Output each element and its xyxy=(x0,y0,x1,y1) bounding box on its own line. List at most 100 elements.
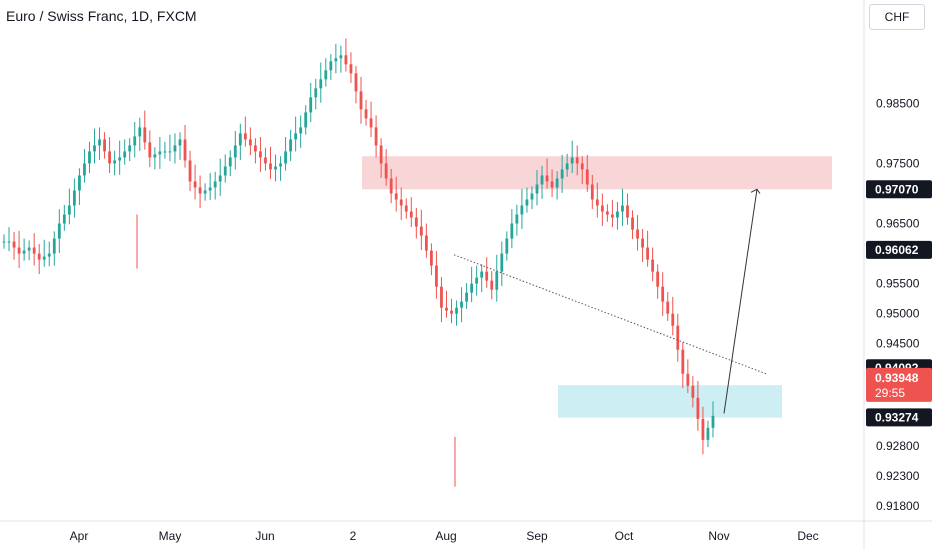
price-tag xyxy=(866,180,932,199)
trendline[interactable] xyxy=(453,254,767,375)
candle-body xyxy=(450,310,453,314)
candle-body xyxy=(344,55,348,65)
candle-body xyxy=(399,199,403,206)
candle-body xyxy=(696,397,700,419)
candle-body xyxy=(299,127,303,134)
x-tick-label: Sep xyxy=(526,529,548,543)
candle-body xyxy=(17,247,21,254)
candle-body xyxy=(168,151,172,153)
x-tick-label: Dec xyxy=(797,529,818,543)
candle-body xyxy=(379,145,383,164)
candle-body xyxy=(238,133,242,146)
candle-body xyxy=(309,97,313,113)
arrow-head-icon xyxy=(750,188,761,194)
candle-body xyxy=(565,163,569,170)
candle-body xyxy=(384,163,388,179)
candle-body xyxy=(264,157,267,164)
candle-body xyxy=(641,238,644,248)
candle-body xyxy=(188,160,192,182)
candle-body xyxy=(304,112,308,128)
candle-body xyxy=(691,385,695,398)
price-tag-label: 0.97070 xyxy=(875,182,919,196)
candle-body xyxy=(465,292,468,302)
candle-body xyxy=(173,145,177,152)
candle-body xyxy=(424,235,428,251)
support-zone[interactable] xyxy=(558,385,782,418)
candle-body xyxy=(404,205,408,212)
candle-body xyxy=(289,139,293,152)
candle-body xyxy=(394,193,398,200)
candle-body xyxy=(294,133,298,140)
candle-body xyxy=(419,226,423,236)
candle-body xyxy=(535,184,539,194)
projection-arrow[interactable] xyxy=(723,189,758,414)
candle-body xyxy=(52,238,56,254)
candle-body xyxy=(540,175,544,185)
candle-body xyxy=(123,151,127,158)
candle-body xyxy=(118,157,122,161)
x-tick-label: Aug xyxy=(435,529,456,543)
candle-body xyxy=(349,64,353,74)
candle-body xyxy=(88,151,91,164)
y-tick-label: 0.98500 xyxy=(876,96,920,110)
currency-button[interactable]: CHF xyxy=(869,4,925,30)
candle-body xyxy=(7,241,11,243)
candle-body xyxy=(666,301,670,314)
x-tick-label: Nov xyxy=(708,529,729,543)
candle-body xyxy=(67,205,71,215)
candle-body xyxy=(83,163,86,176)
candle-body xyxy=(676,325,680,350)
candle-body xyxy=(47,253,51,257)
candle-body xyxy=(701,418,705,440)
candle-body xyxy=(128,145,132,152)
candle-body xyxy=(525,199,529,206)
candle-body xyxy=(284,151,287,164)
candle-body xyxy=(621,205,624,212)
candle-body xyxy=(178,139,182,146)
candle-body xyxy=(319,79,323,89)
price-tag-label: 0.96062 xyxy=(875,243,919,257)
candle-body xyxy=(636,229,639,239)
candle-body xyxy=(62,214,66,224)
candle-body xyxy=(585,169,589,185)
candle-body xyxy=(243,133,247,140)
candle-body xyxy=(163,151,167,153)
current-price-label: 0.93948 xyxy=(875,371,919,385)
candle-body xyxy=(480,271,484,278)
candle-body xyxy=(575,157,579,164)
candle-body xyxy=(706,427,710,440)
y-tick-label: 0.92800 xyxy=(876,439,920,453)
x-tick-label: 2 xyxy=(350,529,357,543)
candle-body xyxy=(646,247,650,260)
candle-body xyxy=(138,127,142,137)
candle-body xyxy=(611,214,614,218)
candle-body xyxy=(274,166,277,170)
candle-body xyxy=(339,55,343,59)
candle-body xyxy=(470,283,474,293)
y-tick-label: 0.94500 xyxy=(876,337,920,351)
candle-body xyxy=(233,145,237,158)
candle-body xyxy=(374,127,378,146)
candle-body xyxy=(580,163,584,170)
candle-body xyxy=(409,211,413,218)
candle-body xyxy=(42,256,46,260)
candle-body xyxy=(475,277,479,284)
x-tick-label: Apr xyxy=(70,529,89,543)
candle-body xyxy=(27,247,31,251)
candle-body xyxy=(103,139,106,152)
y-tick-label: 0.95500 xyxy=(876,277,920,291)
price-tag xyxy=(866,240,932,259)
candle-body xyxy=(435,265,438,287)
candle-body xyxy=(515,214,519,224)
candle-body xyxy=(254,145,257,152)
candle-body xyxy=(455,307,458,314)
candle-body xyxy=(193,181,197,188)
candle-body xyxy=(505,238,509,254)
candle-body xyxy=(681,349,685,374)
candle-body xyxy=(93,145,96,152)
candle-body xyxy=(545,175,549,182)
candle-body xyxy=(218,175,222,182)
candle-body xyxy=(510,223,514,239)
candle-body xyxy=(314,88,318,98)
